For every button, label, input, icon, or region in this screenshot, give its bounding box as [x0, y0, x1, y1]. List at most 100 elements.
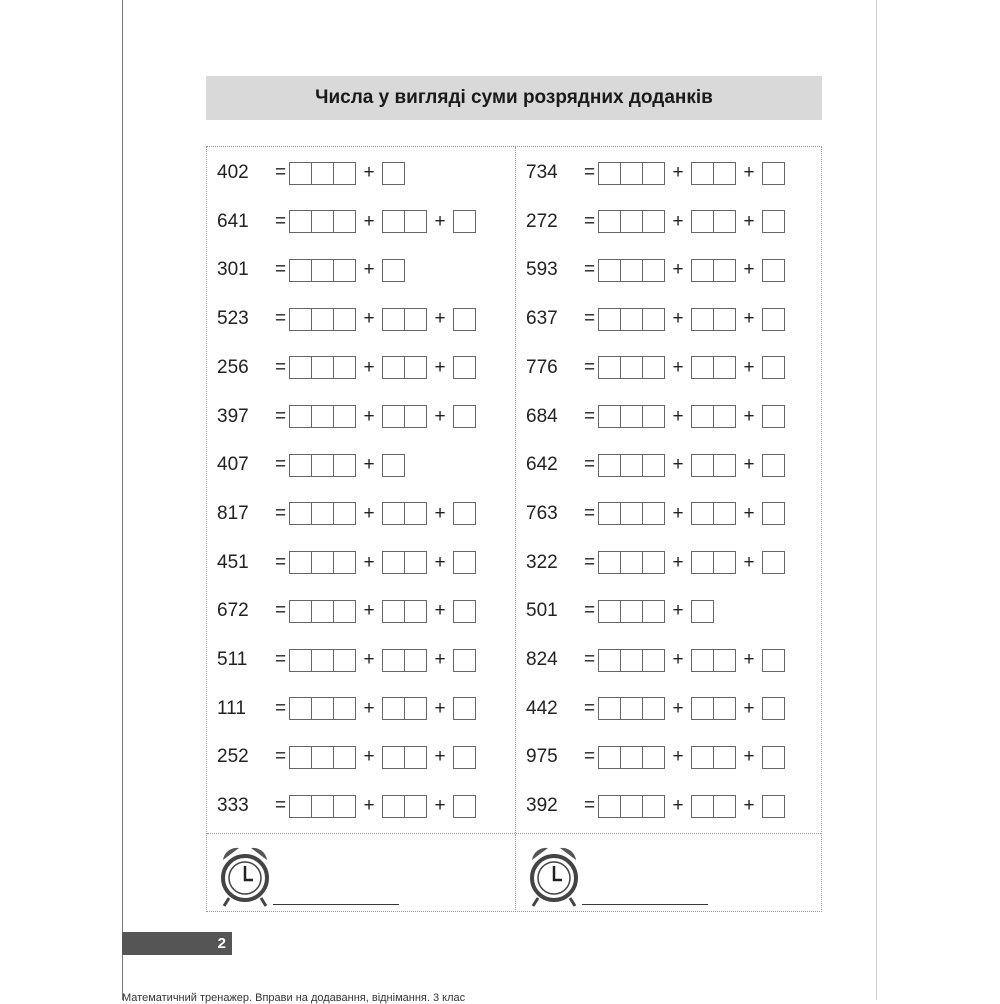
digit-box[interactable]: [289, 551, 312, 575]
digit-box[interactable]: [333, 794, 356, 818]
digit-box[interactable]: [713, 405, 736, 428]
digit-box[interactable]: [311, 307, 334, 331]
time-answer-line[interactable]: [273, 904, 399, 905]
digit-box[interactable]: [598, 648, 621, 672]
digit-box[interactable]: [642, 453, 665, 477]
digit-box[interactable]: [311, 258, 334, 282]
digit-box[interactable]: [382, 745, 405, 769]
digit-box[interactable]: [311, 161, 334, 185]
digit-box[interactable]: [404, 697, 427, 721]
digit-box[interactable]: [453, 697, 476, 721]
digit-box[interactable]: [404, 794, 427, 818]
digit-box[interactable]: [598, 210, 621, 234]
digit-box[interactable]: [713, 794, 736, 818]
digit-box[interactable]: [289, 648, 312, 672]
digit-box[interactable]: [598, 502, 621, 526]
digit-box[interactable]: [311, 794, 334, 818]
digit-box[interactable]: [311, 502, 334, 526]
digit-box[interactable]: [404, 210, 427, 234]
digit-box[interactable]: [333, 161, 356, 185]
digit-box[interactable]: [620, 161, 643, 185]
digit-box[interactable]: [691, 405, 714, 428]
digit-box[interactable]: [642, 258, 665, 282]
digit-box[interactable]: [642, 356, 665, 380]
digit-box[interactable]: [762, 307, 785, 331]
digit-box[interactable]: [691, 356, 714, 380]
digit-box[interactable]: [333, 551, 356, 575]
digit-box[interactable]: [713, 210, 736, 234]
digit-box[interactable]: [713, 258, 736, 282]
digit-box[interactable]: [333, 258, 356, 282]
digit-box[interactable]: [691, 697, 714, 721]
digit-box[interactable]: [404, 551, 427, 575]
digit-box[interactable]: [691, 307, 714, 331]
digit-box[interactable]: [289, 745, 312, 769]
digit-box[interactable]: [642, 745, 665, 769]
digit-box[interactable]: [691, 745, 714, 769]
digit-box[interactable]: [620, 502, 643, 526]
digit-box[interactable]: [713, 453, 736, 477]
digit-box[interactable]: [762, 648, 785, 672]
digit-box[interactable]: [598, 258, 621, 282]
digit-box[interactable]: [620, 745, 643, 769]
digit-box[interactable]: [289, 794, 312, 818]
digit-box[interactable]: [691, 599, 714, 623]
digit-box[interactable]: [453, 745, 476, 769]
digit-box[interactable]: [404, 599, 427, 623]
digit-box[interactable]: [620, 405, 643, 428]
digit-box[interactable]: [289, 599, 312, 623]
digit-box[interactable]: [404, 648, 427, 672]
digit-box[interactable]: [453, 502, 476, 526]
digit-box[interactable]: [453, 405, 476, 428]
digit-box[interactable]: [642, 307, 665, 331]
digit-box[interactable]: [620, 648, 643, 672]
digit-box[interactable]: [598, 161, 621, 185]
digit-box[interactable]: [713, 745, 736, 769]
digit-box[interactable]: [382, 648, 405, 672]
digit-box[interactable]: [311, 210, 334, 234]
digit-box[interactable]: [642, 599, 665, 623]
digit-box[interactable]: [642, 502, 665, 526]
digit-box[interactable]: [333, 453, 356, 477]
digit-box[interactable]: [404, 745, 427, 769]
time-answer-line[interactable]: [582, 904, 708, 905]
digit-box[interactable]: [762, 356, 785, 380]
digit-box[interactable]: [762, 745, 785, 769]
digit-box[interactable]: [620, 551, 643, 575]
digit-box[interactable]: [333, 599, 356, 623]
digit-box[interactable]: [382, 210, 405, 234]
digit-box[interactable]: [598, 405, 621, 428]
digit-box[interactable]: [691, 210, 714, 234]
digit-box[interactable]: [762, 210, 785, 234]
digit-box[interactable]: [311, 697, 334, 721]
digit-box[interactable]: [382, 405, 405, 428]
digit-box[interactable]: [289, 307, 312, 331]
digit-box[interactable]: [453, 356, 476, 380]
digit-box[interactable]: [762, 794, 785, 818]
digit-box[interactable]: [598, 356, 621, 380]
digit-box[interactable]: [289, 161, 312, 185]
digit-box[interactable]: [453, 307, 476, 331]
digit-box[interactable]: [311, 648, 334, 672]
digit-box[interactable]: [382, 697, 405, 721]
digit-box[interactable]: [311, 599, 334, 623]
digit-box[interactable]: [453, 551, 476, 575]
digit-box[interactable]: [382, 453, 405, 477]
digit-box[interactable]: [289, 356, 312, 380]
digit-box[interactable]: [713, 502, 736, 526]
digit-box[interactable]: [289, 453, 312, 477]
digit-box[interactable]: [691, 794, 714, 818]
digit-box[interactable]: [382, 551, 405, 575]
digit-box[interactable]: [289, 210, 312, 234]
digit-box[interactable]: [382, 161, 405, 185]
digit-box[interactable]: [642, 161, 665, 185]
digit-box[interactable]: [620, 258, 643, 282]
digit-box[interactable]: [713, 161, 736, 185]
digit-box[interactable]: [620, 307, 643, 331]
digit-box[interactable]: [404, 307, 427, 331]
digit-box[interactable]: [642, 697, 665, 721]
digit-box[interactable]: [713, 551, 736, 575]
digit-box[interactable]: [453, 599, 476, 623]
digit-box[interactable]: [691, 453, 714, 477]
digit-box[interactable]: [289, 258, 312, 282]
